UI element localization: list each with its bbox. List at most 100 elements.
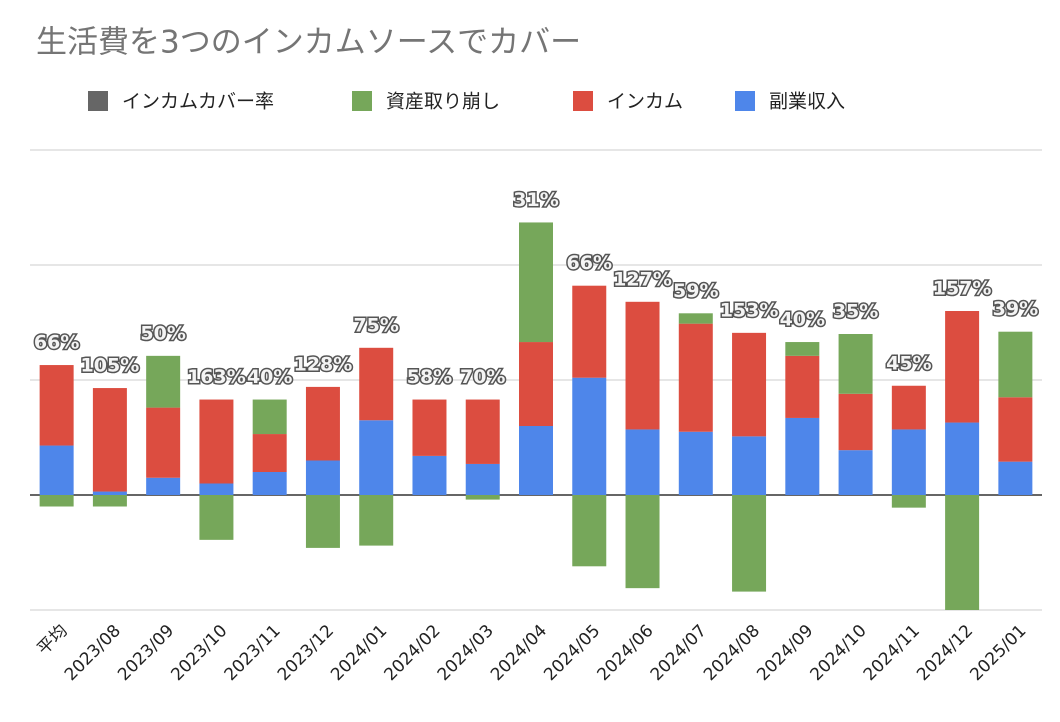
bar [146,355,181,408]
data-label: 153% [720,299,779,321]
bar [945,422,980,495]
bar [305,495,340,548]
bar [678,323,713,432]
data-label: 58% [407,366,452,388]
x-tick-label: 2024/11 [860,621,924,685]
x-tick-label: 2024/01 [327,621,391,685]
bar [39,495,74,507]
bar [199,495,234,540]
bar [412,455,447,495]
data-label: 70% [460,366,505,388]
bar [998,461,1033,495]
bar [465,495,500,500]
x-tick-label: 2023/11 [221,621,285,685]
bar [252,399,287,435]
x-tick-label: 2024/05 [540,621,604,685]
data-label: 45% [886,352,931,374]
data-label: 40% [247,366,292,388]
legend-label: 資産取り崩し [386,91,500,113]
x-tick-label: 2024/03 [434,621,498,685]
bar [519,426,553,495]
bar [465,399,500,464]
x-tick-label: 2024/06 [594,621,658,685]
bar [146,407,181,478]
bar [732,436,767,495]
x-tick-label: 2024/07 [647,621,711,685]
bar [146,477,181,495]
bar [838,334,873,394]
data-label: 40% [780,309,825,331]
bar [678,431,713,495]
legend-swatch [573,91,593,111]
data-label: 39% [993,298,1038,320]
data-label: 127% [613,268,672,290]
bar [199,399,234,484]
legend-label: インカムカバー率 [122,91,274,113]
x-tick-label: 平均 [34,621,72,659]
bar [891,385,926,430]
bar [359,495,394,546]
bar [252,434,287,472]
bar [92,495,127,507]
legend-swatch [735,91,755,111]
bar [785,355,820,418]
data-label: 31% [513,189,558,211]
data-label: 66% [34,332,79,354]
bar [678,313,713,324]
legend-label: 副業収入 [769,91,845,113]
legend-label: インカム [607,91,683,113]
bar [465,463,500,495]
bar [92,388,127,492]
bar [945,495,980,610]
bar [359,420,394,495]
data-label: 50% [140,322,185,344]
chart-title: 生活費を3つのインカムソースでカバー [36,25,581,61]
bar [891,495,926,508]
bar [732,495,767,592]
bar [519,222,553,343]
x-tick-label: 2024/04 [487,621,551,685]
bar [625,495,660,589]
data-label: 35% [833,301,878,323]
bar [519,342,553,426]
x-tick-label: 2023/09 [114,621,178,685]
x-tick-label: 2024/10 [807,621,871,685]
bar [838,393,873,451]
bar [305,386,340,461]
bar [785,417,820,495]
bar [625,301,660,430]
data-label: 157% [933,278,992,300]
x-tick-label: 2023/10 [167,621,231,685]
bar [305,460,340,495]
x-tick-label: 2024/08 [700,621,764,685]
bar [199,483,234,495]
bar [572,495,607,567]
bar [998,331,1033,398]
bar [945,311,980,423]
bar [39,365,74,446]
x-tick-label: 2024/02 [380,621,444,685]
legend-swatch [352,91,372,111]
data-label: 75% [353,314,398,336]
legend-swatch [88,91,108,111]
bar [39,445,74,495]
bar [572,377,607,495]
data-label: 163% [187,366,246,388]
x-tick-label: 2023/08 [61,621,125,685]
bar [785,342,820,356]
data-label: 128% [294,353,353,375]
bar [572,285,607,378]
bar [359,347,394,421]
bar [838,450,873,495]
bar [252,472,287,495]
bar [92,491,127,495]
x-tick-label: 2024/12 [913,621,977,685]
bar [891,429,926,495]
bar [412,399,447,456]
x-tick-label: 2023/12 [274,621,338,685]
data-label: 105% [81,355,140,377]
bar [625,429,660,495]
bar [998,397,1033,462]
bar [732,332,767,437]
